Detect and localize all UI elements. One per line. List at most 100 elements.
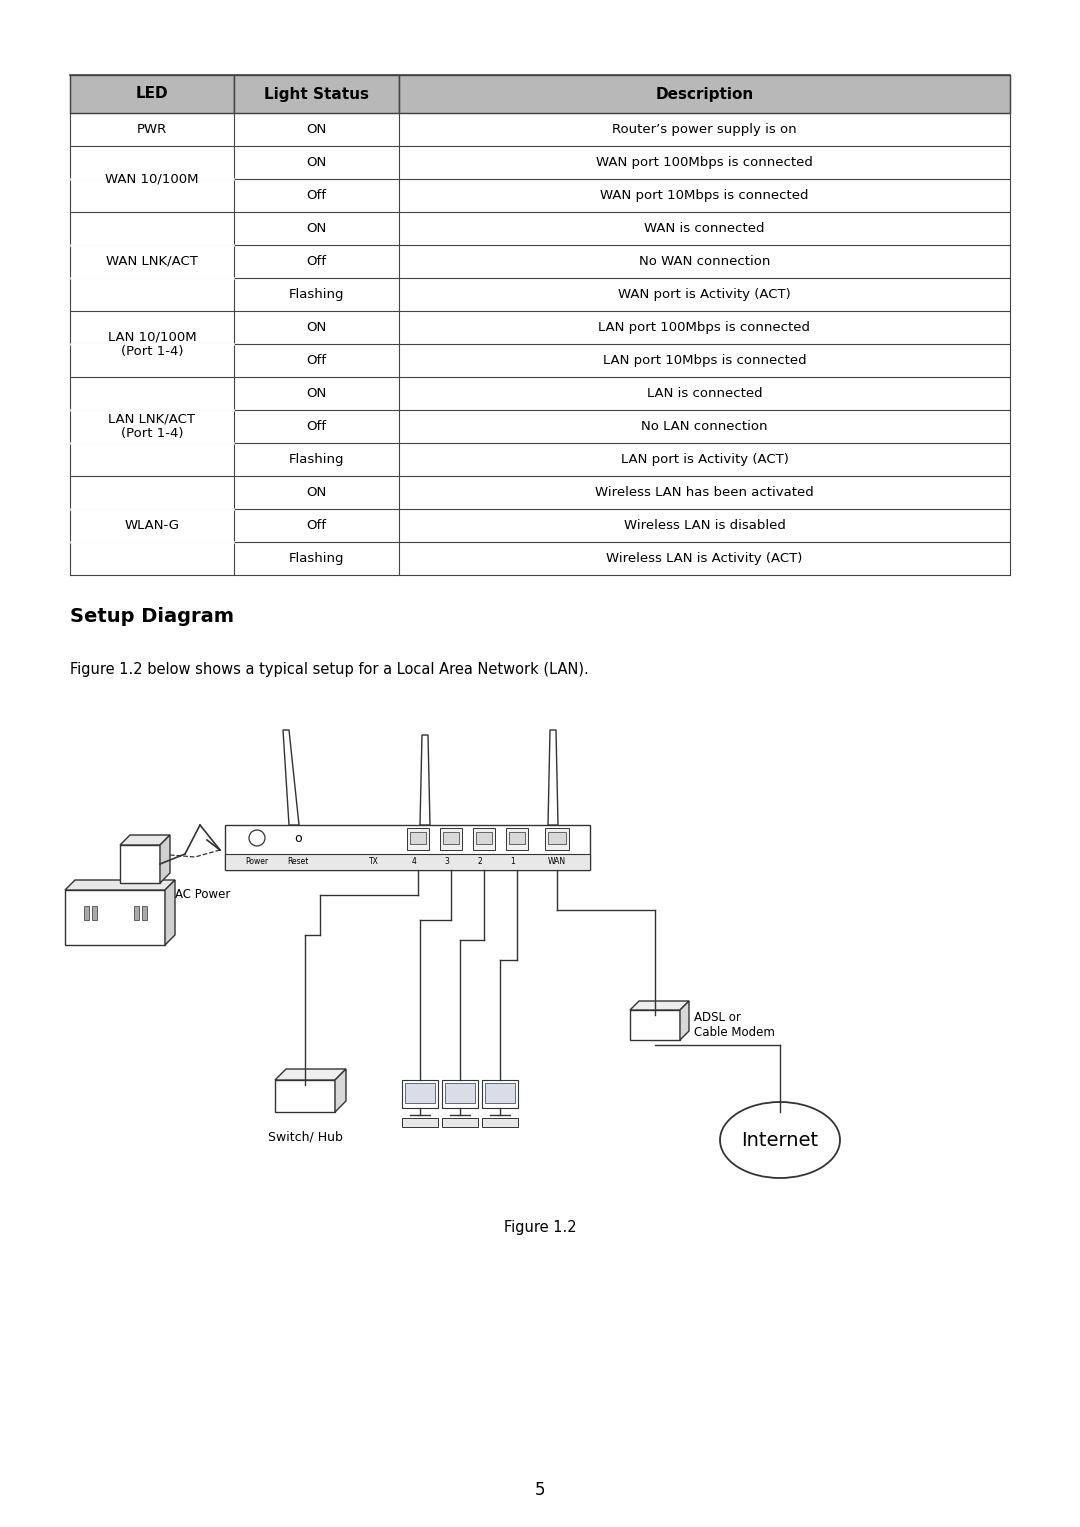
Text: Light Status: Light Status [264, 87, 369, 101]
Text: LAN 10/100M
(Port 1-4): LAN 10/100M (Port 1-4) [108, 330, 197, 357]
Text: 4: 4 [411, 858, 417, 866]
Polygon shape [120, 835, 170, 844]
Text: Off: Off [307, 519, 326, 531]
Bar [473, 828, 495, 851]
Bar [545, 828, 569, 851]
Polygon shape [680, 1002, 689, 1040]
Bar [482, 1118, 518, 1127]
Bar [70, 443, 1010, 476]
Bar [442, 1118, 478, 1127]
Bar [234, 75, 399, 113]
Bar [225, 825, 590, 870]
Text: WAN LNK/ACT: WAN LNK/ACT [106, 255, 198, 269]
Text: 3: 3 [445, 858, 449, 866]
Bar [405, 1083, 435, 1102]
Bar [507, 828, 528, 851]
Bar [407, 828, 429, 851]
Bar [70, 344, 1010, 377]
Text: Flashing: Flashing [288, 454, 345, 466]
Bar [402, 1118, 438, 1127]
Text: WAN: WAN [548, 858, 566, 866]
Text: 5: 5 [535, 1481, 545, 1500]
Text: LAN port 10Mbps is connected: LAN port 10Mbps is connected [603, 354, 807, 366]
Text: Off: Off [307, 189, 326, 202]
Bar [442, 1080, 478, 1109]
Text: AC Power: AC Power [175, 889, 230, 901]
Text: Power: Power [245, 858, 269, 866]
Text: No WAN connection: No WAN connection [638, 255, 770, 269]
Bar [440, 828, 462, 851]
Bar [84, 906, 89, 919]
Bar [70, 212, 1010, 244]
Bar [70, 312, 1010, 344]
Text: Switch/ Hub: Switch/ Hub [268, 1130, 342, 1144]
Polygon shape [335, 1069, 346, 1112]
Bar [476, 832, 492, 844]
Text: ON: ON [307, 486, 326, 499]
Bar [70, 411, 1010, 443]
Text: Figure 1.2 below shows a typical setup for a Local Area Network (LAN).: Figure 1.2 below shows a typical setup f… [70, 663, 589, 676]
Bar [65, 890, 165, 945]
Text: 2: 2 [477, 858, 483, 866]
Text: Internet: Internet [742, 1130, 819, 1150]
Bar [225, 854, 590, 870]
Text: LAN port is Activity (ACT): LAN port is Activity (ACT) [621, 454, 788, 466]
Text: WAN is connected: WAN is connected [645, 221, 765, 235]
Polygon shape [275, 1069, 346, 1080]
Bar [399, 75, 1010, 113]
Polygon shape [548, 730, 558, 825]
Text: Off: Off [307, 255, 326, 269]
Text: Off: Off [307, 420, 326, 434]
Ellipse shape [720, 1102, 840, 1177]
Text: Off: Off [307, 354, 326, 366]
Text: ADSL or
Cable Modem: ADSL or Cable Modem [694, 1011, 774, 1038]
Text: WAN 10/100M: WAN 10/100M [105, 173, 199, 185]
Text: ON: ON [307, 156, 326, 169]
Bar [70, 179, 1010, 212]
Text: WAN port 10Mbps is connected: WAN port 10Mbps is connected [600, 189, 809, 202]
Bar [70, 542, 1010, 576]
Text: WAN port is Activity (ACT): WAN port is Activity (ACT) [618, 289, 791, 301]
Text: WLAN-G: WLAN-G [124, 519, 179, 531]
Bar [70, 244, 1010, 278]
Bar [402, 1080, 438, 1109]
Bar [443, 832, 459, 844]
Bar [120, 844, 160, 883]
Text: o: o [294, 832, 301, 846]
Bar [70, 508, 1010, 542]
Text: LAN port 100Mbps is connected: LAN port 100Mbps is connected [598, 321, 810, 334]
Bar [70, 75, 234, 113]
Bar [509, 832, 525, 844]
Text: Wireless LAN is Activity (ACT): Wireless LAN is Activity (ACT) [606, 551, 802, 565]
Text: Flashing: Flashing [288, 289, 345, 301]
Text: Figure 1.2: Figure 1.2 [503, 1220, 577, 1235]
Text: PWR: PWR [137, 124, 167, 136]
Bar [70, 377, 1010, 411]
Bar [630, 1009, 680, 1040]
Polygon shape [65, 880, 175, 890]
Text: Wireless LAN is disabled: Wireless LAN is disabled [623, 519, 785, 531]
Polygon shape [160, 835, 170, 883]
Text: Router’s power supply is on: Router’s power supply is on [612, 124, 797, 136]
Bar [134, 906, 139, 919]
Text: LAN LNK/ACT
(Port 1-4): LAN LNK/ACT (Port 1-4) [108, 412, 195, 440]
Bar [485, 1083, 515, 1102]
Text: WAN port 100Mbps is connected: WAN port 100Mbps is connected [596, 156, 813, 169]
Bar [92, 906, 97, 919]
Bar [275, 1080, 335, 1112]
Text: LAN is connected: LAN is connected [647, 386, 762, 400]
Text: 1: 1 [511, 858, 515, 866]
Text: ON: ON [307, 321, 326, 334]
Bar [141, 906, 147, 919]
Bar [70, 113, 1010, 147]
Text: No LAN connection: No LAN connection [642, 420, 768, 434]
Text: ON: ON [307, 221, 326, 235]
Bar [482, 1080, 518, 1109]
Text: Reset: Reset [287, 858, 309, 866]
Polygon shape [630, 1002, 689, 1009]
Polygon shape [420, 734, 430, 825]
Text: TX: TX [369, 858, 379, 866]
Text: ON: ON [307, 386, 326, 400]
Polygon shape [165, 880, 175, 945]
Text: Description: Description [656, 87, 754, 101]
